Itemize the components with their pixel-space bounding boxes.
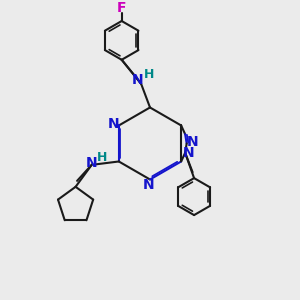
Text: H: H bbox=[97, 151, 108, 164]
Text: N: N bbox=[108, 117, 119, 131]
Text: N: N bbox=[86, 156, 98, 170]
Text: N: N bbox=[187, 135, 199, 149]
Text: N: N bbox=[132, 73, 143, 87]
Text: F: F bbox=[117, 2, 126, 16]
Text: N: N bbox=[143, 178, 154, 192]
Text: N: N bbox=[182, 146, 194, 161]
Text: H: H bbox=[144, 68, 154, 81]
